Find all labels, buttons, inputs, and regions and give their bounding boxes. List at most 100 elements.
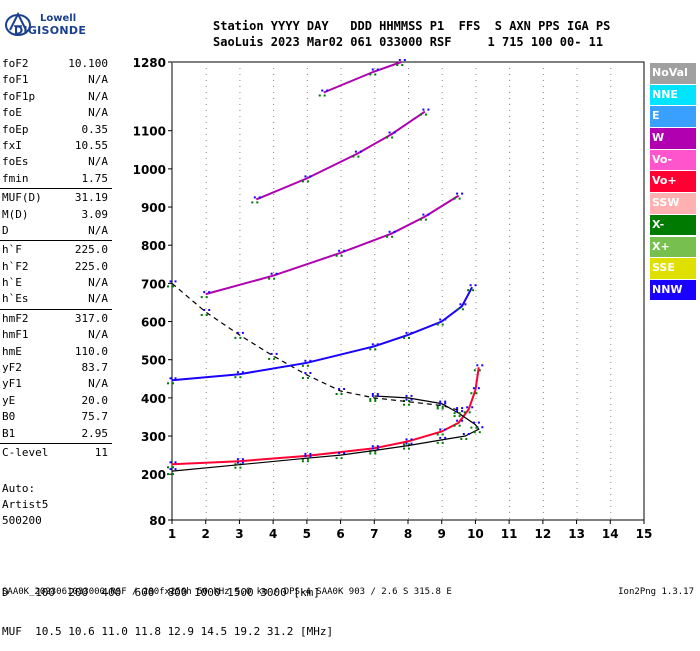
echo-point [393, 230, 396, 233]
x-grid-dot [475, 176, 477, 177]
x-grid-dot [576, 98, 578, 99]
x-grid-dot [239, 344, 241, 345]
x-grid-dot [239, 92, 241, 93]
x-grid-dot [610, 356, 612, 357]
param-row: C-level 11 [0, 445, 112, 461]
x-grid-dot [273, 146, 275, 147]
x-grid-dot [475, 62, 477, 63]
echo-point [481, 364, 484, 367]
muf-values-row: MUF 10.5 10.6 11.0 11.8 12.9 14.5 19.2 3… [2, 625, 334, 638]
x-grid-dot [475, 86, 477, 87]
echo-point [241, 461, 244, 464]
x-grid-dot [340, 518, 342, 519]
x-grid-dot [340, 176, 342, 177]
x-grid-dot [576, 116, 578, 117]
x-grid-dot [644, 458, 645, 459]
x-grid-dot [475, 290, 477, 291]
x-grid-dot [239, 104, 241, 105]
x-grid-dot [239, 230, 241, 231]
x-grid-dot [509, 62, 511, 63]
x-grid-dot [172, 254, 173, 255]
echo-point [401, 64, 404, 66]
x-grid-dot [172, 176, 173, 177]
x-grid-dot [542, 290, 544, 291]
echo-point [369, 398, 372, 400]
param-name: yF1 [2, 377, 22, 391]
echo-point [236, 331, 239, 334]
x-grid-dot [542, 320, 544, 321]
echo-point [376, 447, 379, 450]
echo-point [424, 113, 427, 116]
x-grid-dot [340, 368, 342, 369]
x-grid-dot [306, 80, 308, 81]
x-grid-dot [205, 92, 207, 93]
x-grid-dot [408, 176, 409, 177]
x-grid-dot [644, 362, 645, 363]
echo-point [467, 289, 470, 292]
x-grid-dot [340, 62, 342, 63]
x-grid-dot [172, 494, 173, 495]
x-grid-dot [172, 80, 173, 81]
x-grid-dot [610, 332, 612, 333]
x-grid-dot [306, 128, 308, 129]
x-grid-dot [644, 194, 645, 195]
x-grid-dot [374, 356, 376, 357]
x-grid-dot [273, 134, 275, 135]
x-grid-dot [644, 110, 645, 111]
x-grid-dot [408, 140, 409, 141]
x-grid-dot [273, 236, 275, 237]
echo-point [167, 382, 169, 385]
x-grid-dot [205, 146, 207, 147]
x-grid-dot [172, 266, 173, 267]
echo-point [369, 73, 372, 76]
x-grid-dot [172, 218, 173, 219]
x-grid-dot [273, 224, 275, 225]
x-grid-dot [475, 266, 477, 267]
x-grid-dot [576, 80, 578, 81]
x-grid-dot [408, 374, 409, 375]
x-grid-dot [441, 248, 443, 249]
x-grid-dot [239, 260, 241, 261]
x-grid-dot [340, 314, 342, 315]
echo-point [309, 455, 312, 458]
x-grid-dot [374, 158, 376, 159]
x-grid-dot [306, 308, 308, 309]
x-grid-dot [374, 488, 376, 489]
x-grid-dot [374, 182, 376, 183]
echo-point [456, 192, 459, 195]
x-grid-dot [273, 260, 275, 261]
x-grid-dot [273, 464, 275, 465]
x-grid-dot [172, 344, 173, 345]
param-name: foF1 [2, 73, 29, 87]
x-grid-dot [475, 326, 477, 327]
x-grid-dot [475, 302, 477, 303]
x-grid-dot [172, 458, 173, 459]
x-grid-dot [576, 104, 578, 105]
echo-point [405, 442, 408, 445]
x-grid-dot [576, 230, 578, 231]
x-tick-label: 12 [535, 527, 552, 541]
x-grid-dot [542, 212, 544, 213]
x-grid-dot [408, 362, 409, 363]
x-grid-dot [408, 62, 409, 63]
x-grid-dot [306, 386, 308, 387]
x-grid-dot [610, 512, 612, 513]
echo-point [473, 369, 476, 372]
echo-point [340, 254, 343, 257]
echo-point [374, 399, 377, 402]
x-grid-dot [239, 68, 241, 69]
x-grid-dot [509, 506, 511, 507]
x-grid-dot [441, 296, 443, 297]
x-grid-dot [441, 410, 443, 411]
x-grid-dot [306, 398, 308, 399]
muf-distance-row: D 100 200 400 600 800 1000 1500 3000 [km… [2, 586, 320, 599]
echo-point [306, 460, 309, 463]
x-grid-dot [441, 116, 443, 117]
x-grid-dot [408, 506, 409, 507]
x-grid-dot [306, 194, 308, 195]
x-grid-dot [610, 110, 612, 111]
x-grid-dot [239, 62, 241, 63]
x-grid-dot [205, 308, 207, 309]
x-grid-dot [239, 80, 241, 81]
x-grid-dot [475, 362, 477, 363]
